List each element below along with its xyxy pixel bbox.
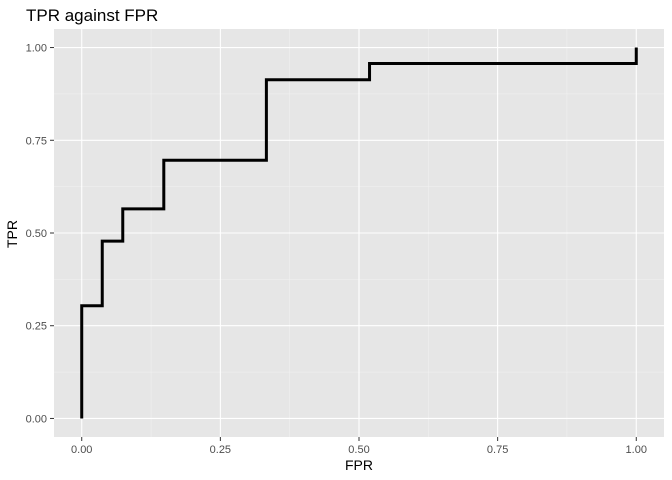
series-layer xyxy=(80,47,638,419)
y-tick-label: 0.50 xyxy=(26,228,47,240)
roc-step-line xyxy=(80,47,638,419)
major-gridlines xyxy=(54,29,664,437)
x-axis: 0.00 0.25 0.50 0.75 1.00 xyxy=(71,437,647,456)
y-axis: 0.00 0.25 0.50 0.75 1.00 xyxy=(26,43,54,425)
y-axis-title: TPR xyxy=(4,220,20,248)
x-tick-label: 1.00 xyxy=(626,444,647,456)
y-tick-label: 1.00 xyxy=(26,43,47,55)
y-tick-label: 0.75 xyxy=(26,135,47,147)
chart-title: TPR against FPR xyxy=(26,6,158,25)
x-tick-label: 0.25 xyxy=(210,444,231,456)
x-tick-label: 0.50 xyxy=(348,444,369,456)
x-axis-title: FPR xyxy=(345,457,373,473)
y-tick-label: 0.25 xyxy=(26,321,47,333)
y-tick-label: 0.00 xyxy=(26,413,47,425)
x-tick-label: 0.00 xyxy=(71,444,92,456)
x-tick-label: 0.75 xyxy=(487,444,508,456)
